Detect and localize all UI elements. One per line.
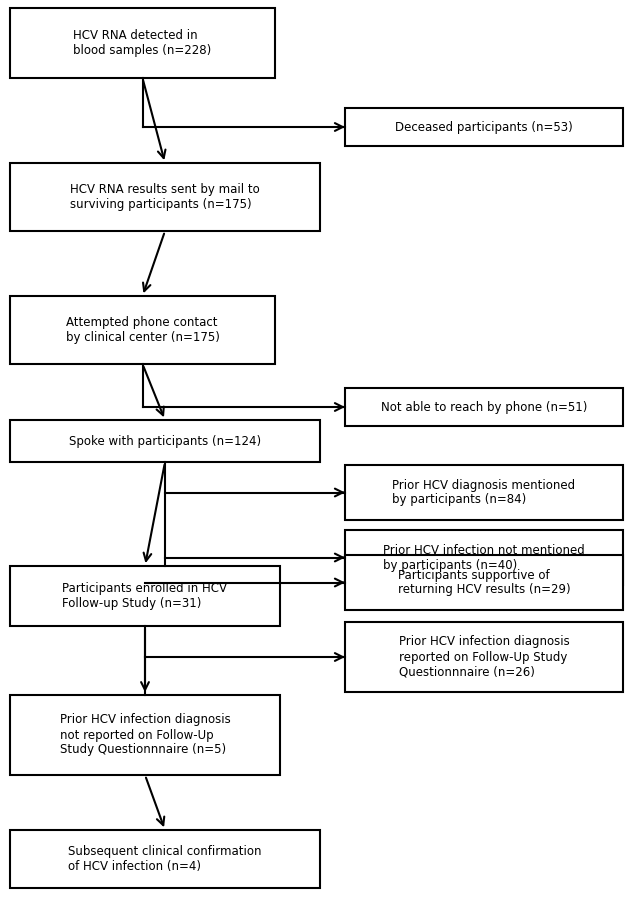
- Text: Prior HCV infection diagnosis
not reported on Follow-Up
Study Questionnnaire (n=: Prior HCV infection diagnosis not report…: [60, 714, 231, 756]
- Text: Prior HCV infection not mentioned
by participants (n=40): Prior HCV infection not mentioned by par…: [383, 543, 585, 571]
- Text: Attempted phone contact
by clinical center (n=175): Attempted phone contact by clinical cent…: [65, 316, 220, 344]
- Bar: [10, 830, 320, 888]
- Text: Prior HCV diagnosis mentioned
by participants (n=84): Prior HCV diagnosis mentioned by partici…: [392, 479, 575, 506]
- Bar: [10, 566, 280, 626]
- Bar: [345, 530, 623, 585]
- Bar: [10, 8, 275, 78]
- Text: Not able to reach by phone (n=51): Not able to reach by phone (n=51): [381, 401, 587, 413]
- Text: Participants enrolled in HCV
Follow-up Study (n=31): Participants enrolled in HCV Follow-up S…: [62, 582, 227, 610]
- Bar: [10, 695, 280, 775]
- Bar: [10, 420, 320, 462]
- Text: Prior HCV infection diagnosis
reported on Follow-Up Study
Questionnnaire (n=26): Prior HCV infection diagnosis reported o…: [399, 636, 570, 679]
- Text: HCV RNA results sent by mail to
surviving participants (n=175): HCV RNA results sent by mail to survivin…: [70, 183, 260, 211]
- Text: Deceased participants (n=53): Deceased participants (n=53): [395, 120, 573, 134]
- Text: HCV RNA detected in
blood samples (n=228): HCV RNA detected in blood samples (n=228…: [74, 29, 211, 57]
- Text: Subsequent clinical confirmation
of HCV infection (n=4): Subsequent clinical confirmation of HCV …: [68, 845, 262, 873]
- Bar: [345, 388, 623, 426]
- Bar: [345, 622, 623, 692]
- Bar: [345, 555, 623, 610]
- Bar: [10, 163, 320, 231]
- Bar: [10, 296, 275, 364]
- Bar: [345, 465, 623, 520]
- Text: Participants supportive of
returning HCV results (n=29): Participants supportive of returning HCV…: [398, 568, 570, 596]
- Bar: [345, 108, 623, 146]
- Text: Spoke with participants (n=124): Spoke with participants (n=124): [69, 435, 261, 447]
